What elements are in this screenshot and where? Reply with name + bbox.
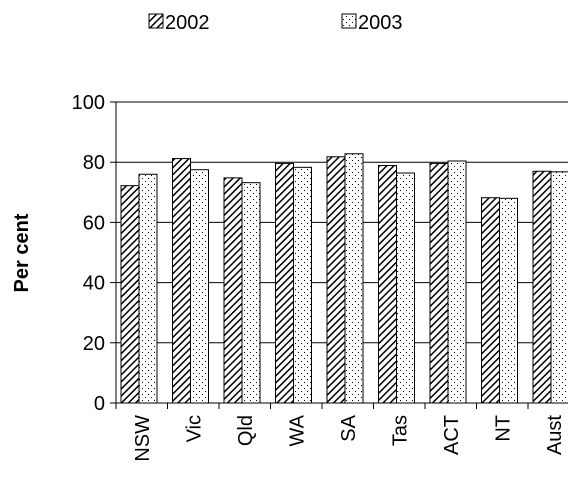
y-axis-label: Per cent — [11, 213, 33, 292]
bar-2003-NT — [499, 197, 518, 404]
bars — [120, 153, 568, 404]
x-category-label: Tas — [389, 415, 411, 446]
bar-2002-NT — [481, 197, 500, 404]
bar-2003-Vic — [190, 169, 209, 404]
bar-2002-SA — [326, 156, 346, 404]
axes — [115, 102, 568, 409]
bar-2002-Tas — [378, 165, 397, 404]
x-category-label: ACT — [441, 415, 463, 455]
bar-2002-Aust — [532, 170, 552, 404]
bar-2002-ACT — [429, 162, 449, 404]
y-tick-label: 40 — [83, 273, 105, 295]
x-category-labels: NSW Vic Qld WA SA Tas ACT NT Aust — [132, 414, 566, 461]
y-tick-label: 20 — [83, 333, 105, 355]
x-category-label: Qld — [235, 415, 257, 446]
bar-2003-ACT — [447, 160, 467, 404]
x-category-label: WA — [286, 414, 308, 446]
bar-2003-Qld — [241, 182, 261, 404]
bar-2002-WA — [275, 162, 294, 404]
legend-label-2003: 2003 — [358, 12, 403, 34]
x-category-label: NSW — [132, 415, 154, 462]
bar-2003-Aust — [550, 171, 568, 404]
y-tick-label: 0 — [94, 393, 105, 415]
bar-2003-Tas — [396, 172, 415, 404]
bar-2002-NSW — [120, 185, 140, 404]
bar-2002-Qld — [223, 177, 243, 404]
y-tick-label: 100 — [72, 92, 105, 114]
legend: 2002 2003 — [148, 12, 403, 34]
bar-2003-NSW — [138, 173, 158, 404]
y-tick-label: 60 — [83, 212, 105, 234]
bar-2003-SA — [344, 153, 364, 404]
y-tick-label: 80 — [83, 152, 105, 174]
x-category-label: SA — [338, 414, 360, 441]
legend-label-2002: 2002 — [165, 12, 210, 34]
x-category-label: NT — [492, 415, 514, 442]
legend-swatch-2003 — [341, 13, 357, 29]
legend-swatch-2002 — [148, 13, 164, 29]
y-tick-labels: 0 20 40 60 80 100 — [72, 92, 105, 415]
x-category-label: Vic — [183, 415, 205, 442]
bar-2003-WA — [293, 166, 312, 404]
x-category-label: Aust — [544, 415, 566, 455]
bar-2002-Vic — [172, 158, 191, 404]
